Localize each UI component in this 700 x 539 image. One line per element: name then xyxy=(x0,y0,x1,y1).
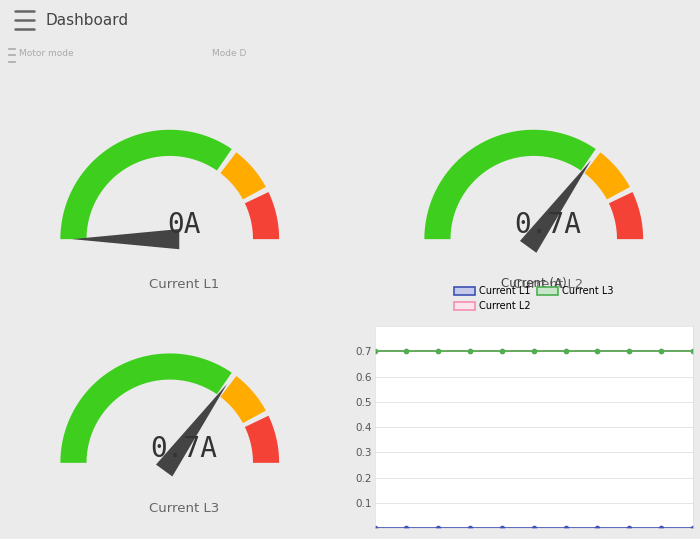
Polygon shape xyxy=(424,130,596,239)
Text: Motor mode: Motor mode xyxy=(19,49,74,58)
Polygon shape xyxy=(60,354,232,463)
Polygon shape xyxy=(220,376,266,423)
Polygon shape xyxy=(245,192,279,239)
Text: Mode D: Mode D xyxy=(211,49,246,58)
Text: 0.7A: 0.7A xyxy=(514,211,582,239)
Legend: Current L1, Current L2, Current L3: Current L1, Current L2, Current L3 xyxy=(454,287,613,312)
Polygon shape xyxy=(220,153,266,199)
Text: Current L2: Current L2 xyxy=(513,278,583,291)
Polygon shape xyxy=(72,229,179,249)
Text: Current L1: Current L1 xyxy=(149,278,219,291)
Text: Dashboard: Dashboard xyxy=(46,13,129,27)
Text: 0.7A: 0.7A xyxy=(150,434,218,462)
Title: Current (A): Current (A) xyxy=(501,277,566,290)
Polygon shape xyxy=(584,153,630,199)
Polygon shape xyxy=(609,192,643,239)
Text: Current L3: Current L3 xyxy=(149,501,219,515)
Polygon shape xyxy=(520,160,591,253)
Polygon shape xyxy=(156,384,227,476)
Polygon shape xyxy=(60,130,232,239)
Polygon shape xyxy=(245,416,279,463)
Text: 0A: 0A xyxy=(167,211,201,239)
